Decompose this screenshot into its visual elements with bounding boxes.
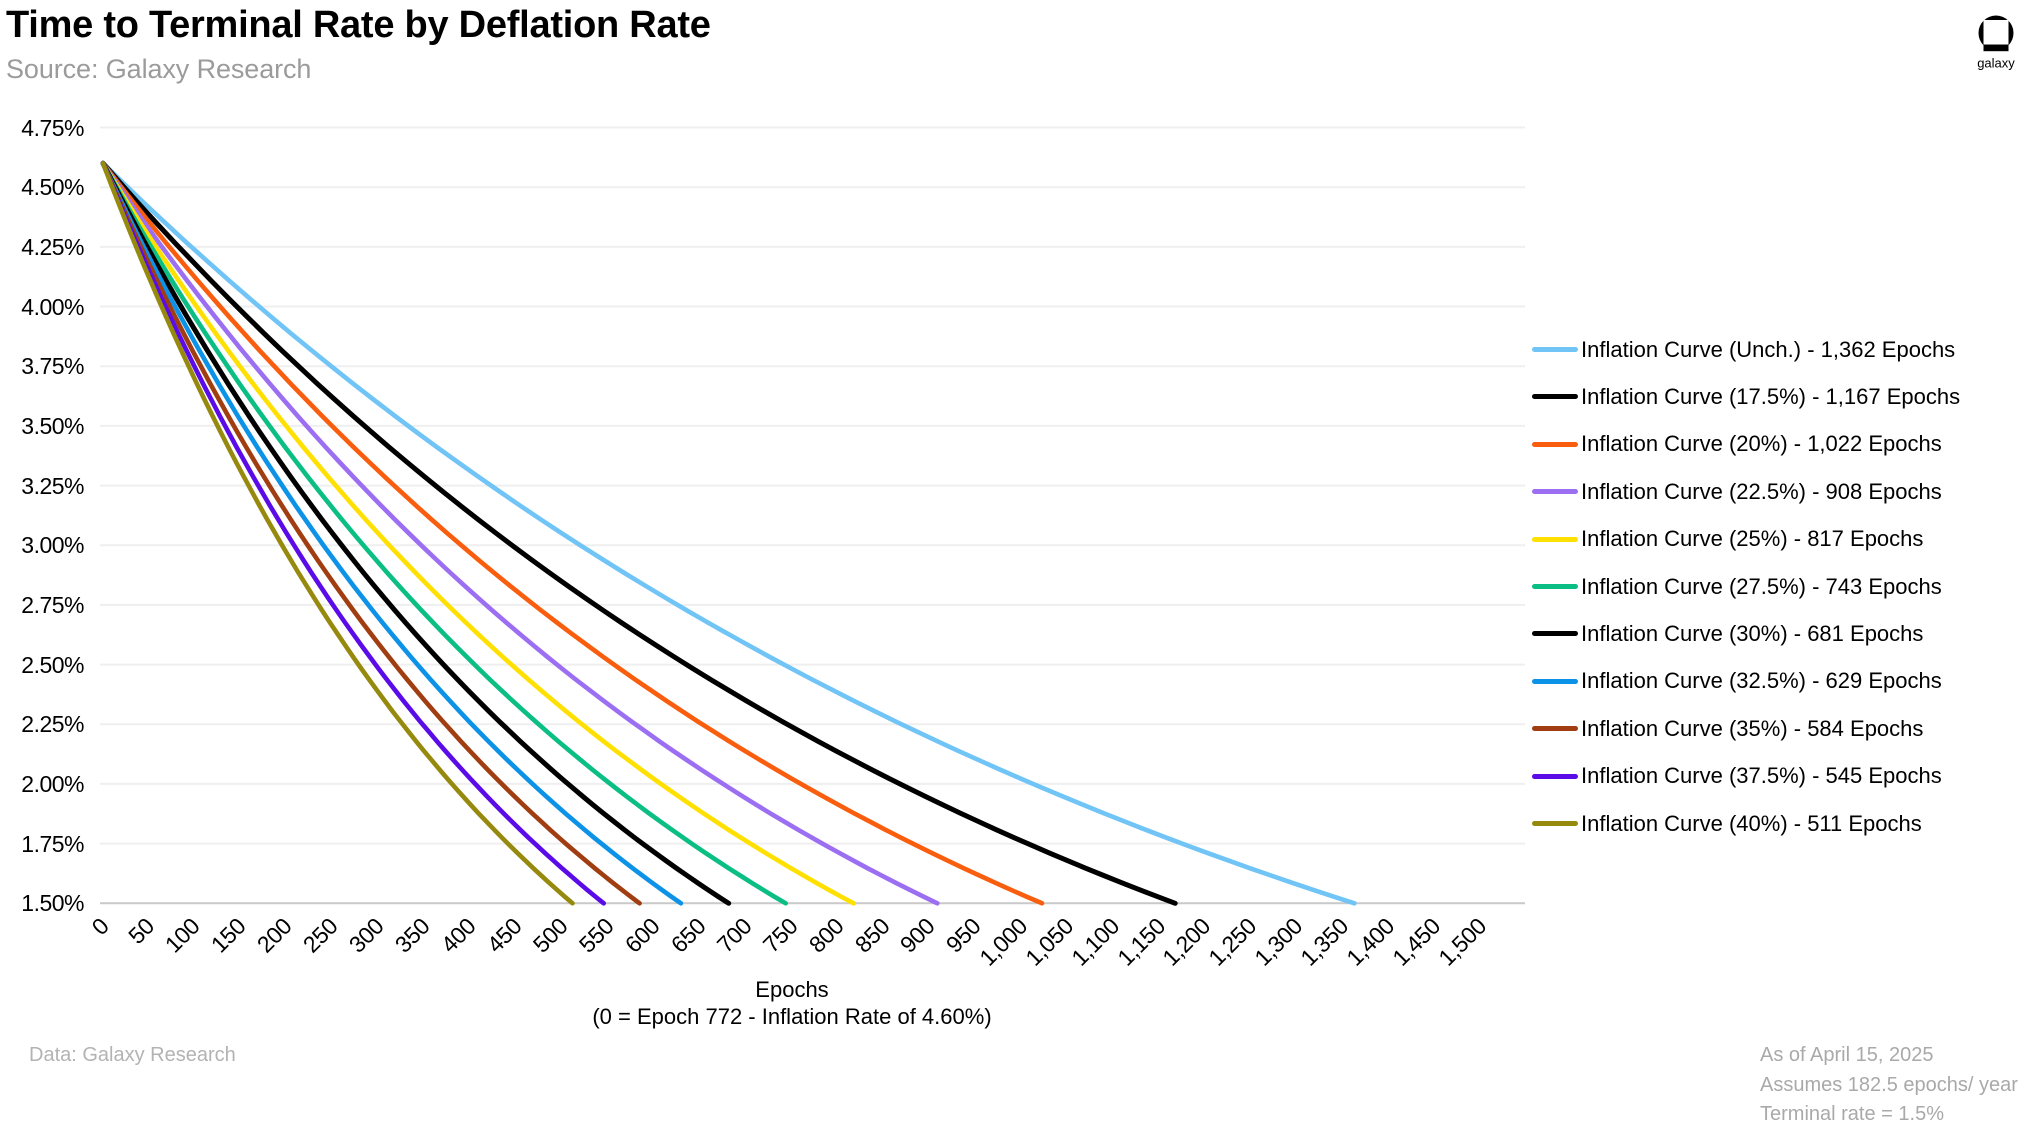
svg-text:galaxy: galaxy <box>1977 56 2015 71</box>
